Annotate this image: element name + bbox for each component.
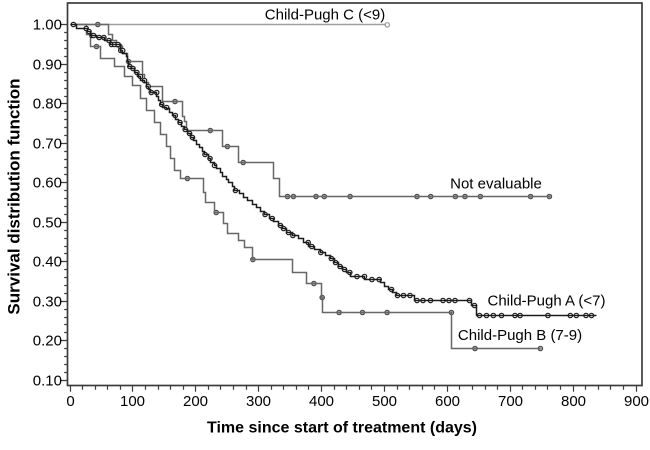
svg-text:Child-Pugh A (<7): Child-Pugh A (<7) — [488, 293, 606, 310]
svg-text:500: 500 — [372, 393, 397, 410]
svg-text:900: 900 — [624, 393, 649, 410]
svg-text:700: 700 — [498, 393, 523, 410]
svg-text:Child-Pugh B (7-9): Child-Pugh B (7-9) — [458, 327, 582, 344]
svg-text:0.10: 0.10 — [33, 373, 62, 390]
svg-text:Time since start of treatment: Time since start of treatment (days) — [207, 420, 477, 437]
svg-text:600: 600 — [435, 393, 460, 410]
svg-text:0.20: 0.20 — [33, 333, 62, 350]
svg-text:100: 100 — [120, 393, 145, 410]
svg-text:300: 300 — [246, 393, 271, 410]
svg-text:Child-Pugh C (<9): Child-Pugh C (<9) — [265, 7, 385, 24]
svg-text:0.40: 0.40 — [33, 254, 62, 271]
svg-text:0: 0 — [66, 393, 74, 410]
svg-text:0.60: 0.60 — [33, 175, 62, 192]
svg-text:800: 800 — [561, 393, 586, 410]
svg-text:0.70: 0.70 — [33, 136, 62, 153]
svg-text:0.50: 0.50 — [33, 215, 62, 232]
svg-text:1.00: 1.00 — [33, 17, 62, 34]
svg-text:Survival distribution function: Survival distribution function — [5, 78, 24, 314]
svg-text:200: 200 — [183, 393, 208, 410]
svg-text:0.80: 0.80 — [33, 96, 62, 113]
svg-text:400: 400 — [309, 393, 334, 410]
svg-text:Not evaluable: Not evaluable — [450, 176, 542, 193]
svg-text:0.90: 0.90 — [33, 57, 62, 74]
svg-text:0.30: 0.30 — [33, 294, 62, 311]
